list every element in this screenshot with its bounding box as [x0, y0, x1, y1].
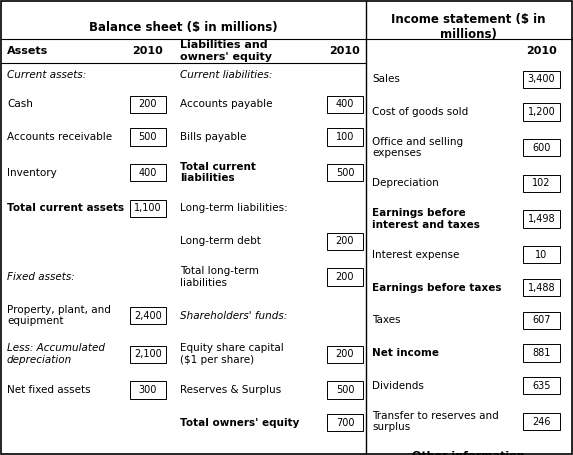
Text: Shareholders' funds:: Shareholders' funds: — [180, 311, 288, 320]
Text: 635: 635 — [532, 381, 551, 391]
Text: Total long-term
liabilities: Total long-term liabilities — [180, 266, 260, 288]
Text: Property, plant, and
equipment: Property, plant, and equipment — [7, 305, 111, 326]
Bar — [523, 210, 560, 228]
Text: Current liabilities:: Current liabilities: — [180, 71, 273, 80]
Text: Dividends: Dividends — [372, 381, 425, 391]
Bar — [130, 164, 166, 181]
Text: 500: 500 — [336, 385, 354, 395]
Text: Income statement ($ in
millions): Income statement ($ in millions) — [391, 13, 546, 41]
Text: 700: 700 — [336, 418, 354, 428]
Bar — [327, 128, 363, 146]
Text: Reserves & Surplus: Reserves & Surplus — [180, 385, 282, 395]
Text: Long-term debt: Long-term debt — [180, 236, 261, 246]
Text: 881: 881 — [532, 348, 551, 358]
Text: Other information: Other information — [413, 451, 525, 455]
Bar — [130, 200, 166, 217]
Bar — [130, 346, 166, 363]
Text: Accounts payable: Accounts payable — [180, 99, 273, 109]
Text: 200: 200 — [336, 236, 354, 246]
Text: Total current
liabilities: Total current liabilities — [180, 162, 256, 183]
Text: Transfer to reserves and
surplus: Transfer to reserves and surplus — [372, 411, 499, 432]
Text: 2,100: 2,100 — [134, 349, 162, 359]
Text: Taxes: Taxes — [372, 315, 401, 325]
Text: Inventory: Inventory — [7, 168, 57, 177]
Text: 607: 607 — [532, 315, 551, 325]
Bar — [327, 381, 363, 399]
Bar — [523, 377, 560, 394]
Bar — [130, 307, 166, 324]
Text: 3,400: 3,400 — [528, 74, 555, 84]
Text: 102: 102 — [532, 178, 551, 188]
Text: Fixed assets:: Fixed assets: — [7, 272, 74, 282]
Text: 2010: 2010 — [329, 46, 360, 56]
Bar — [327, 164, 363, 181]
Bar — [327, 414, 363, 431]
Text: Net income: Net income — [372, 348, 439, 358]
Text: Liabilities and
owners' equity: Liabilities and owners' equity — [180, 40, 273, 61]
Bar — [327, 233, 363, 250]
Bar — [523, 312, 560, 329]
Bar — [523, 246, 560, 263]
Text: Accounts receivable: Accounts receivable — [7, 132, 112, 142]
Text: Office and selling
expenses: Office and selling expenses — [372, 137, 464, 158]
Bar — [327, 346, 363, 363]
Text: Balance sheet ($ in millions): Balance sheet ($ in millions) — [89, 21, 278, 34]
Text: Current assets:: Current assets: — [7, 71, 86, 80]
Text: 246: 246 — [532, 417, 551, 426]
Text: 500: 500 — [336, 168, 354, 177]
Text: 600: 600 — [532, 143, 551, 152]
Text: Assets: Assets — [7, 46, 48, 56]
Text: Interest expense: Interest expense — [372, 250, 460, 260]
Text: 2010: 2010 — [526, 46, 557, 56]
Text: Total owners' equity: Total owners' equity — [180, 418, 300, 428]
Text: 200: 200 — [336, 349, 354, 359]
Bar — [523, 103, 560, 121]
Bar — [523, 344, 560, 362]
Text: 300: 300 — [139, 385, 157, 395]
Bar — [523, 71, 560, 88]
Text: 200: 200 — [139, 99, 157, 109]
Text: Bills payable: Bills payable — [180, 132, 247, 142]
Bar — [130, 381, 166, 399]
Text: 2010: 2010 — [132, 46, 163, 56]
Bar — [523, 175, 560, 192]
Text: Depreciation: Depreciation — [372, 178, 439, 188]
Text: Cost of goods sold: Cost of goods sold — [372, 107, 469, 117]
Text: 500: 500 — [139, 132, 157, 142]
Text: 1,200: 1,200 — [528, 107, 555, 117]
Text: Earnings before taxes: Earnings before taxes — [372, 283, 502, 293]
Text: Less: Accumulated
depreciation: Less: Accumulated depreciation — [7, 344, 105, 365]
Bar — [523, 139, 560, 156]
Bar — [523, 413, 560, 430]
Text: 1,488: 1,488 — [528, 283, 555, 293]
Bar — [327, 268, 363, 286]
Text: Total current assets: Total current assets — [7, 203, 124, 213]
Bar — [327, 96, 363, 113]
Text: Sales: Sales — [372, 74, 401, 84]
Text: 1,100: 1,100 — [134, 203, 162, 213]
Text: 2,400: 2,400 — [134, 311, 162, 320]
Text: 1,498: 1,498 — [528, 214, 555, 224]
Text: 400: 400 — [336, 99, 354, 109]
Text: 200: 200 — [336, 272, 354, 282]
Text: 10: 10 — [535, 250, 548, 260]
Bar — [130, 96, 166, 113]
Text: 400: 400 — [139, 168, 157, 177]
Bar — [523, 279, 560, 296]
Bar — [130, 128, 166, 146]
Text: Earnings before
interest and taxes: Earnings before interest and taxes — [372, 208, 480, 230]
Text: Long-term liabilities:: Long-term liabilities: — [180, 203, 288, 213]
Text: Equity share capital
($1 per share): Equity share capital ($1 per share) — [180, 344, 284, 365]
Text: Net fixed assets: Net fixed assets — [7, 385, 91, 395]
Text: 100: 100 — [336, 132, 354, 142]
Text: Cash: Cash — [7, 99, 33, 109]
